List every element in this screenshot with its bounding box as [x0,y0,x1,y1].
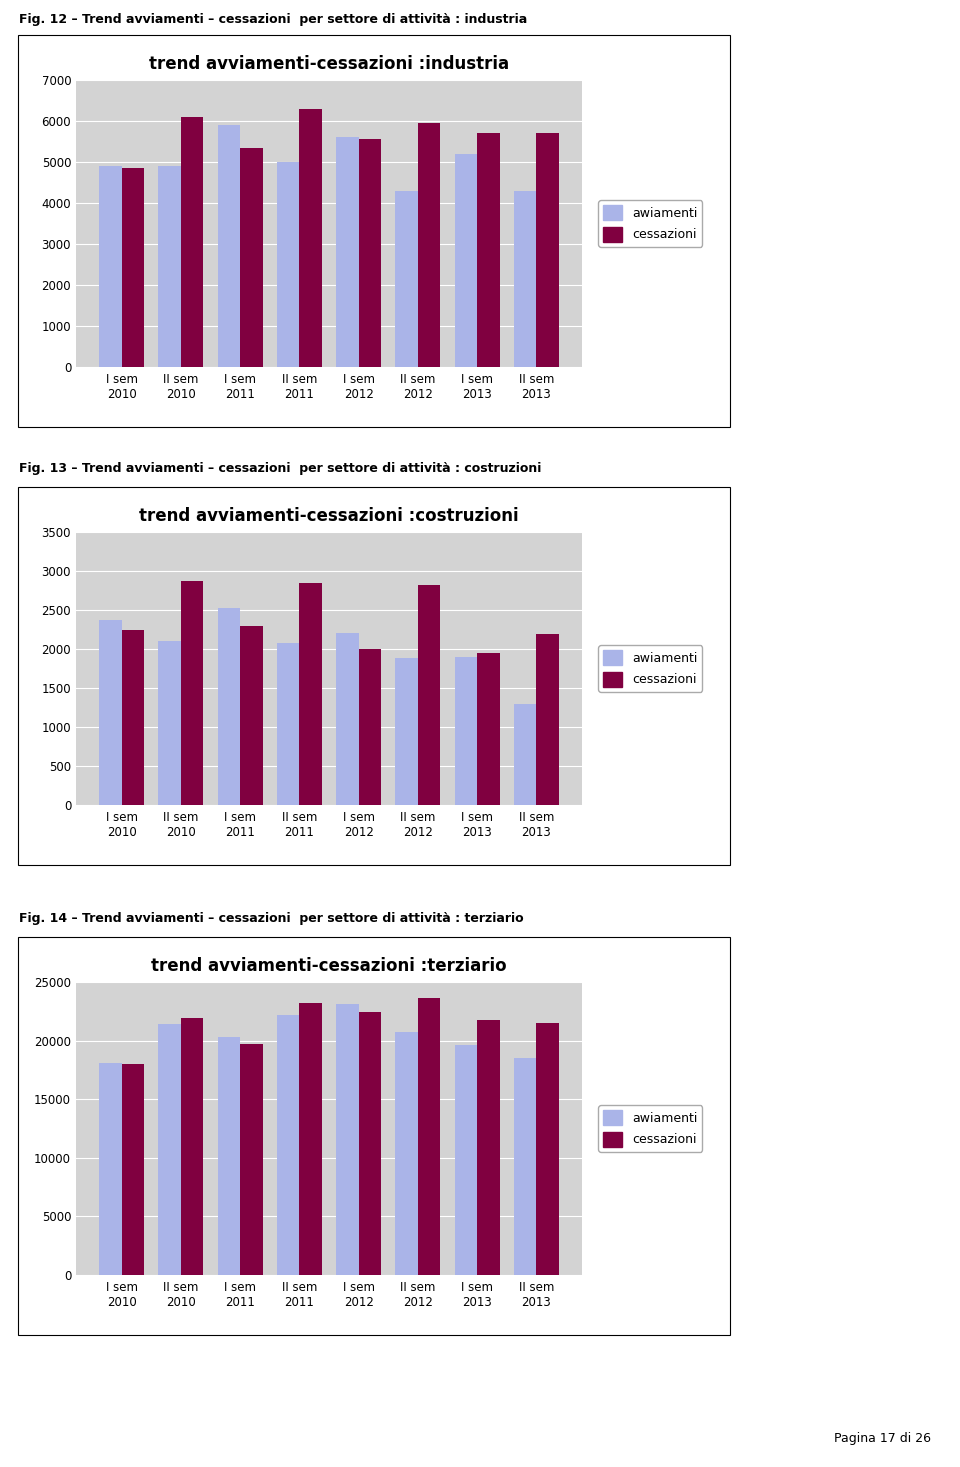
Bar [396,1033,418,1275]
Bar [180,1018,204,1275]
Bar [300,1003,322,1275]
Bar [276,643,300,805]
Bar [122,629,144,805]
Bar [455,1046,477,1275]
Bar [537,634,559,805]
Bar [359,648,381,805]
Bar [396,191,418,367]
Bar [99,621,122,805]
Bar [122,1064,144,1275]
Bar [359,139,381,367]
Bar [396,659,418,805]
Bar [180,117,204,367]
Bar [455,154,477,367]
Bar [240,148,263,367]
Bar [218,1037,240,1275]
Bar [300,109,322,367]
Bar [514,191,537,367]
Bar [336,138,359,367]
Bar [477,1020,500,1275]
Bar [158,166,180,367]
Bar [336,1005,359,1275]
Bar [240,1045,263,1275]
Bar [418,123,441,367]
Bar [218,125,240,367]
Bar [455,657,477,805]
Bar [359,1012,381,1275]
Title: trend avviamenti-cessazioni :industria: trend avviamenti-cessazioni :industria [149,54,509,73]
Text: Pagina 17 di 26: Pagina 17 di 26 [834,1432,931,1445]
Bar [514,704,537,805]
Bar [122,169,144,367]
Bar [158,641,180,805]
Bar [99,1064,122,1275]
Bar [276,161,300,367]
Bar [418,585,441,805]
Legend: awiamenti, cessazioni: awiamenti, cessazioni [598,645,703,692]
Bar [180,581,204,805]
Bar [240,626,263,805]
Bar [158,1024,180,1275]
Bar [99,166,122,367]
Bar [276,1015,300,1275]
Bar [537,1022,559,1275]
Bar [336,634,359,805]
Title: trend avviamenti-cessazioni :costruzioni: trend avviamenti-cessazioni :costruzioni [139,508,518,525]
Bar [477,653,500,805]
Text: Fig. 14 – Trend avviamenti – cessazioni  per settore di attività : terziario: Fig. 14 – Trend avviamenti – cessazioni … [19,912,524,926]
Title: trend avviamenti-cessazioni :terziario: trend avviamenti-cessazioni :terziario [151,956,507,976]
Bar [418,999,441,1275]
Legend: awiamenti, cessazioni: awiamenti, cessazioni [598,200,703,246]
Bar [218,607,240,805]
Legend: awiamenti, cessazioni: awiamenti, cessazioni [598,1105,703,1152]
Bar [537,133,559,367]
Text: Fig. 13 – Trend avviamenti – cessazioni  per settore di attività : costruzioni: Fig. 13 – Trend avviamenti – cessazioni … [19,462,541,475]
Bar [300,582,322,805]
Bar [477,133,500,367]
Bar [514,1058,537,1275]
Text: Fig. 12 – Trend avviamenti – cessazioni  per settore di attività : industria: Fig. 12 – Trend avviamenti – cessazioni … [19,13,527,26]
